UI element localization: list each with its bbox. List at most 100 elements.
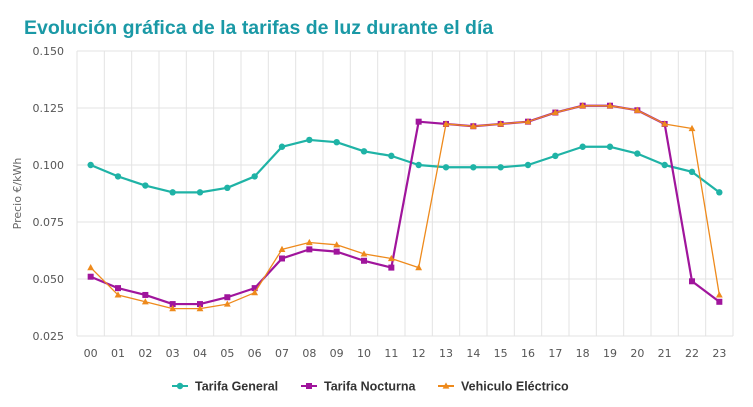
data-point-tarifa-general bbox=[497, 164, 504, 171]
data-point-tarifa-nocturna bbox=[388, 264, 395, 271]
x-tick-label: 08 bbox=[302, 347, 316, 360]
data-point-vehiculo-electrico bbox=[114, 291, 122, 298]
legend-symbol bbox=[442, 382, 450, 389]
y-axis-label: Precio €/kWh bbox=[11, 158, 24, 230]
y-tick-label: 0.100 bbox=[33, 159, 65, 172]
x-tick-label: 00 bbox=[84, 347, 98, 360]
data-point-tarifa-general bbox=[251, 173, 258, 180]
series-layer bbox=[87, 102, 723, 312]
legend-label: Tarifa General bbox=[195, 380, 278, 394]
data-point-tarifa-general bbox=[606, 143, 614, 150]
data-point-tarifa-nocturna bbox=[224, 294, 231, 301]
data-point-tarifa-general bbox=[224, 184, 231, 191]
data-point-vehiculo-electrico bbox=[524, 118, 532, 125]
data-point-tarifa-nocturna bbox=[87, 273, 94, 280]
series-tarifa-general bbox=[87, 136, 723, 196]
data-point-tarifa-general bbox=[552, 152, 559, 160]
x-tick-label: 12 bbox=[412, 347, 426, 360]
x-tick-label: 11 bbox=[384, 347, 398, 360]
x-tick-label: 01 bbox=[111, 347, 125, 360]
series-line-tarifa-general bbox=[90, 138, 720, 194]
x-tick-label: 03 bbox=[166, 347, 180, 360]
data-point-tarifa-general bbox=[196, 189, 204, 196]
data-point-vehiculo-electrico bbox=[169, 305, 177, 312]
legend-symbol bbox=[176, 382, 184, 390]
data-point-tarifa-general bbox=[388, 152, 395, 160]
series-line-vehiculo-electrico bbox=[90, 105, 720, 310]
x-tick-label: 04 bbox=[193, 347, 207, 360]
legend-item-tarifa-general[interactable]: Tarifa General bbox=[172, 380, 278, 394]
x-tick-label: 09 bbox=[330, 347, 344, 360]
data-point-tarifa-nocturna bbox=[333, 248, 340, 255]
data-point-tarifa-nocturna bbox=[306, 246, 313, 253]
x-tick-label: 05 bbox=[220, 347, 234, 360]
data-point-vehiculo-electrico bbox=[661, 120, 669, 127]
data-point-tarifa-nocturna bbox=[361, 257, 367, 264]
data-point-vehiculo-electrico bbox=[579, 102, 587, 109]
x-tick-label: 18 bbox=[576, 347, 590, 360]
data-point-vehiculo-electrico bbox=[415, 264, 423, 271]
data-point-vehiculo-electrico bbox=[196, 305, 204, 312]
data-point-tarifa-general bbox=[415, 161, 422, 169]
data-point-tarifa-general bbox=[114, 173, 122, 180]
legend-label: Vehiculo Eléctrico bbox=[461, 380, 569, 394]
x-tick-label: 07 bbox=[275, 347, 289, 360]
data-point-tarifa-general bbox=[278, 143, 286, 150]
data-point-vehiculo-electrico bbox=[141, 298, 149, 305]
data-point-tarifa-nocturna bbox=[169, 301, 176, 308]
data-point-vehiculo-electrico bbox=[360, 250, 368, 257]
data-point-tarifa-nocturna bbox=[279, 255, 285, 262]
data-point-vehiculo-electrico bbox=[223, 300, 231, 307]
legend-label: Tarifa Nocturna bbox=[324, 380, 416, 394]
data-point-vehiculo-electrico bbox=[442, 120, 450, 127]
x-tick-label: 20 bbox=[630, 347, 644, 360]
data-point-vehiculo-electrico bbox=[251, 289, 259, 296]
chart-title: Evolución gráfica de la tarifas de luz d… bbox=[24, 17, 494, 39]
data-point-tarifa-general bbox=[169, 189, 176, 196]
data-point-vehiculo-electrico bbox=[305, 238, 313, 246]
data-point-tarifa-general bbox=[306, 136, 313, 144]
legend-item-tarifa-nocturna[interactable]: Tarifa Nocturna bbox=[301, 380, 416, 394]
y-tick-label: 0.050 bbox=[33, 273, 65, 286]
x-tick-label: 15 bbox=[494, 347, 508, 360]
data-point-tarifa-nocturna bbox=[197, 301, 203, 308]
series-vehiculo-electrico bbox=[87, 102, 723, 312]
data-point-tarifa-general bbox=[333, 139, 340, 146]
data-point-vehiculo-electrico bbox=[469, 122, 477, 129]
data-point-tarifa-general bbox=[688, 168, 696, 176]
x-tick-label: 21 bbox=[658, 347, 672, 360]
y-tick-label: 0.075 bbox=[33, 216, 65, 229]
data-point-vehiculo-electrico bbox=[278, 245, 286, 252]
data-point-tarifa-nocturna bbox=[251, 285, 258, 292]
legend-item-vehiculo-electrico[interactable]: Vehiculo Eléctrico bbox=[438, 380, 569, 394]
x-tick-label: 22 bbox=[685, 347, 699, 360]
data-point-vehiculo-electrico bbox=[715, 291, 723, 298]
grid-lines bbox=[76, 50, 734, 337]
data-point-vehiculo-electrico bbox=[387, 254, 395, 262]
data-point-vehiculo-electrico bbox=[688, 124, 696, 132]
y-tick-label: 0.150 bbox=[33, 45, 65, 58]
data-point-vehiculo-electrico bbox=[551, 108, 559, 116]
x-tick-label: 14 bbox=[466, 347, 480, 360]
x-tick-label: 13 bbox=[439, 347, 453, 360]
data-point-tarifa-nocturna bbox=[115, 285, 121, 292]
legend-symbol bbox=[306, 383, 312, 389]
data-point-tarifa-general bbox=[87, 161, 94, 169]
x-axis-ticks: 00 01 02 03 04 05 06 07 08 09 10 11 12 13 14 15 16 17 18 19… bbox=[84, 347, 727, 360]
data-point-tarifa-nocturna bbox=[689, 278, 695, 285]
y-tick-label: 0.125 bbox=[33, 102, 65, 115]
x-tick-label: 16 bbox=[521, 347, 535, 360]
x-tick-label: 10 bbox=[357, 347, 371, 360]
data-point-tarifa-general bbox=[360, 148, 368, 155]
data-point-tarifa-nocturna bbox=[142, 291, 149, 298]
data-point-tarifa-general bbox=[142, 182, 149, 189]
data-point-vehiculo-electrico bbox=[497, 120, 505, 127]
data-point-tarifa-general bbox=[634, 150, 641, 157]
x-tick-label: 19 bbox=[603, 347, 617, 360]
data-point-tarifa-general bbox=[442, 164, 450, 171]
data-point-tarifa-general bbox=[716, 189, 723, 196]
data-point-tarifa-nocturna bbox=[415, 118, 422, 125]
x-tick-label: 06 bbox=[248, 347, 262, 360]
x-tick-label: 23 bbox=[712, 347, 726, 360]
